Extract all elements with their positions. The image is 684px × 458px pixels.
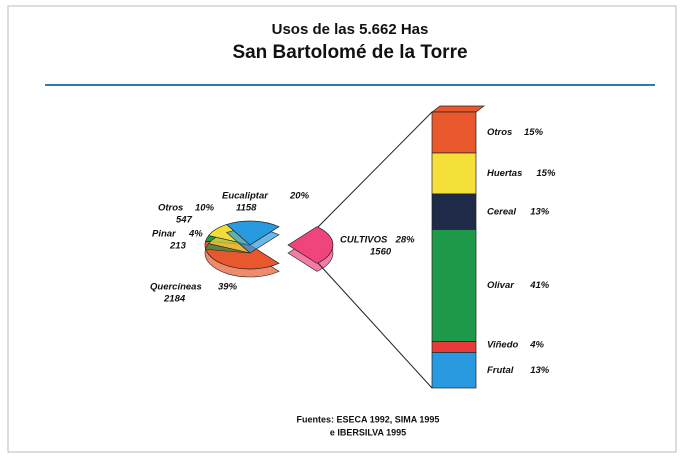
slice-label: Pinar — [152, 229, 177, 240]
chart-subtitle: San Bartolomé de la Torre — [232, 42, 467, 63]
bar-segment — [431, 229, 477, 342]
slice-pct: 28% — [395, 235, 416, 246]
slice-pct: 20% — [289, 191, 310, 202]
bar-label: Cereal — [487, 206, 516, 217]
slice-count: 2184 — [163, 294, 186, 305]
slice-count: 1560 — [370, 247, 392, 258]
frame — [7, 5, 677, 453]
bar-segment — [431, 152, 477, 195]
slice — [287, 226, 334, 264]
bar-label: Otros — [487, 127, 512, 138]
slice-count: 1158 — [236, 203, 257, 214]
chart-title: Usos de las 5.662 Has — [272, 21, 429, 38]
connector — [317, 111, 433, 228]
bar-pct: 4% — [529, 340, 544, 351]
bar-pct: 13% — [530, 365, 550, 376]
slice-label: Quercíneas — [150, 282, 202, 293]
bar-label: Frutal — [487, 365, 514, 376]
bar-side — [430, 105, 486, 113]
source: Fuentes: ESECA 1992, SIMA 1995 — [297, 414, 440, 424]
slice-pct: 10% — [195, 203, 215, 214]
slice-pct: 4% — [188, 229, 203, 240]
bar-pct: 41% — [529, 280, 550, 291]
bar-segment — [431, 352, 477, 389]
slice-label: Eucaliptar — [222, 191, 269, 202]
bar-pct: 13% — [530, 206, 550, 217]
bar-pct: 15% — [524, 127, 544, 138]
slice-count: 213 — [169, 241, 187, 252]
bar-segment — [431, 341, 477, 353]
slice-count: 547 — [176, 215, 193, 226]
bar-label: Viñedo — [487, 340, 519, 351]
slice — [226, 220, 280, 246]
slice-label: CULTIVOS — [340, 235, 388, 246]
source: e IBERSILVA 1995 — [330, 427, 406, 437]
slice-label: Otros — [158, 203, 183, 214]
connector — [317, 262, 433, 389]
bar-label: Huertas — [487, 168, 522, 179]
bar-segment — [431, 193, 477, 230]
bar-label: Olivar — [487, 280, 515, 291]
bar-segment — [431, 111, 477, 154]
bar-pct: 15% — [536, 168, 556, 179]
slice-pct: 39% — [218, 282, 238, 293]
